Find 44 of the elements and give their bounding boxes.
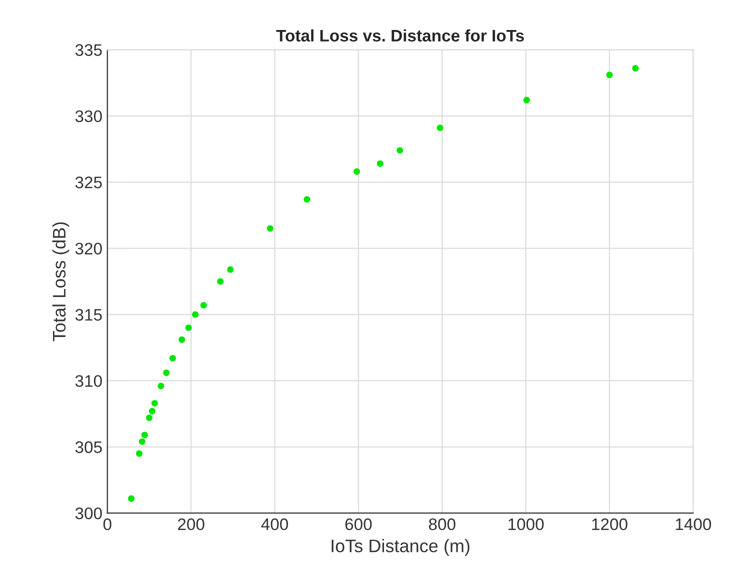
- point: [141, 432, 148, 438]
- point: [266, 225, 274, 232]
- point: [606, 72, 613, 78]
- point: [396, 147, 404, 154]
- point: [200, 302, 207, 309]
- point: [436, 124, 444, 132]
- x-axis-title: IoTs Distance (m): [332, 539, 470, 556]
- point: [138, 438, 146, 445]
- x-tick-label: 1000: [508, 518, 544, 530]
- point: [151, 400, 158, 406]
- point: [128, 495, 134, 502]
- x-tick-label: 600: [345, 518, 372, 530]
- point: [376, 160, 384, 167]
- point: [632, 65, 639, 72]
- y-tick-label: 305: [75, 441, 102, 454]
- point: [304, 196, 310, 203]
- x-tick-label: 1400: [676, 518, 712, 530]
- point: [148, 408, 156, 414]
- point: [178, 336, 186, 343]
- point: [354, 168, 360, 175]
- y-tick-label: 300: [75, 507, 102, 520]
- chart-title: Total Loss vs. Distance for IoTs: [276, 29, 524, 42]
- point: [523, 96, 530, 104]
- y-tick-label: 335: [75, 44, 102, 56]
- point: [163, 370, 170, 376]
- x-tick-label: 200: [178, 518, 204, 530]
- y-tick-label: 310: [75, 375, 102, 387]
- point: [192, 311, 199, 318]
- y-tick-label: 325: [75, 176, 102, 188]
- x-tick-label: 0: [103, 518, 112, 530]
- y-axis-title: Total Loss (dB): [52, 222, 70, 342]
- point: [136, 450, 142, 457]
- point: [227, 266, 234, 273]
- point: [217, 278, 224, 285]
- point: [146, 414, 152, 422]
- y-tick-label: 320: [75, 242, 102, 255]
- point: [169, 354, 176, 362]
- point: [185, 324, 192, 332]
- point: [158, 382, 164, 390]
- x-tick-label: 400: [261, 518, 288, 530]
- x-tick-label: 1200: [592, 518, 628, 530]
- x-tick-label: 800: [428, 518, 456, 530]
- y-tick-label: 315: [75, 308, 102, 321]
- y-tick-label: 330: [75, 110, 102, 122]
